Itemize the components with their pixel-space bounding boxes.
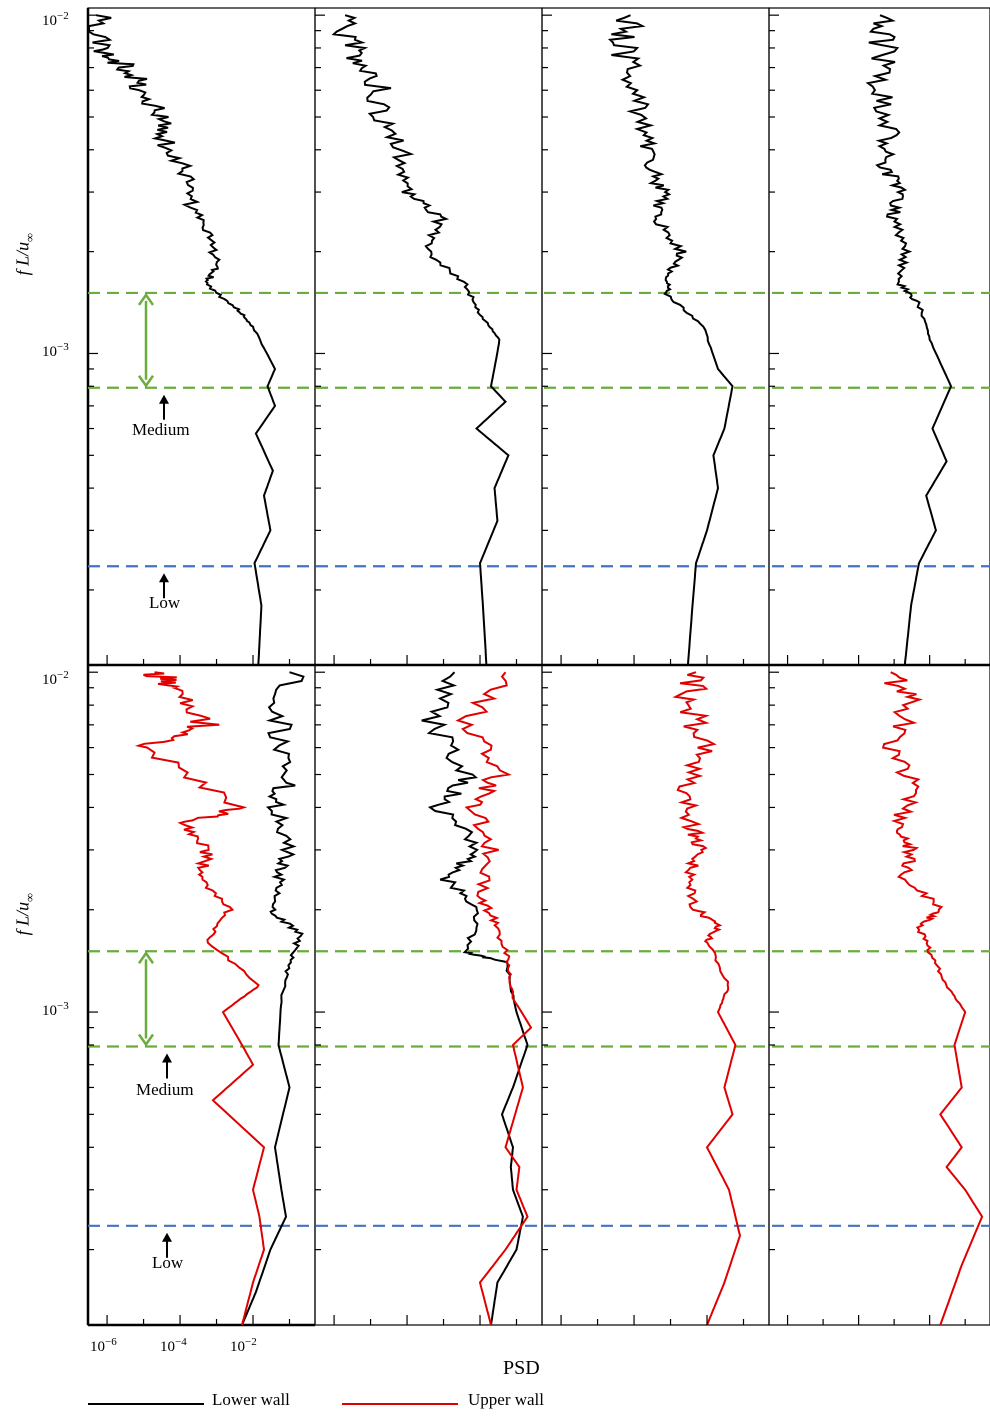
y-ticklabel-top-1e-3: 10−3 [42, 341, 69, 360]
curve-lower-wall-r1-c0 [241, 671, 305, 1326]
legend-swatch-upper-wall [342, 1403, 458, 1405]
curve-upper-wall-r1-c3 [881, 671, 984, 1326]
annotation-low-bottom: Low [152, 1253, 184, 1272]
y-axis-label-bottom: f L/u∞ [12, 893, 37, 936]
x-ticklabel-1e-2: 10−2 [230, 1336, 257, 1355]
curve-upper-wall-r1-c2 [672, 671, 742, 1326]
x-ticklabel-1e-4: 10−4 [160, 1336, 187, 1355]
legend-label-upper-wall: Upper wall [468, 1390, 545, 1409]
annotation-medium-bottom: Medium [136, 1080, 194, 1099]
low-arrow-head-r0 [159, 573, 169, 583]
curve-lower-wall-r1-c1 [421, 671, 529, 1326]
y-ticklabel-bottom-1e-3: 10−3 [42, 1000, 69, 1019]
legend: Lower wall Upper wall [88, 1390, 608, 1414]
curve-lower-wall-r0-c3 [865, 14, 953, 666]
y-axis-label-top: f L/u∞ [12, 233, 37, 276]
band-arrow-head-up-r0 [137, 292, 155, 306]
band-arrow-head-down-r0 [137, 375, 155, 388]
band-arrow-head-up-r1 [137, 951, 155, 964]
curve-lower-wall-r0-c1 [331, 14, 510, 666]
curve-lower-wall-r0-c0 [88, 14, 277, 666]
legend-label-lower-wall: Lower wall [212, 1390, 290, 1409]
y-ticklabel-bottom-1e-2: 10−2 [42, 669, 69, 688]
curve-lower-wall-r0-c2 [607, 14, 734, 666]
medium-arrow-head-r1 [162, 1053, 172, 1063]
x-ticklabel-1e-6: 10−6 [90, 1336, 117, 1355]
curve-upper-wall-r1-c1 [455, 671, 533, 1326]
medium-arrow-head-r0 [159, 394, 169, 404]
x-axis-label: PSD [503, 1357, 540, 1379]
band-arrow-head-down-r1 [137, 1033, 155, 1047]
annotation-medium-top: Medium [132, 420, 190, 439]
y-ticklabel-top-1e-2: 10−2 [42, 10, 69, 29]
legend-swatch-lower-wall [88, 1403, 204, 1405]
annotation-low-top: Low [149, 593, 181, 612]
curve-upper-wall-r1-c0 [134, 671, 266, 1326]
low-arrow-head-r1 [162, 1232, 172, 1242]
